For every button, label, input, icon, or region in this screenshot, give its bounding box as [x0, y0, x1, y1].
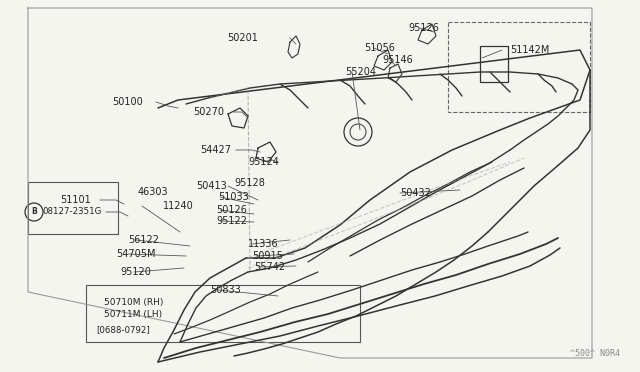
- Text: 50270: 50270: [193, 107, 224, 117]
- Text: 51142M: 51142M: [510, 45, 549, 55]
- Text: 11240: 11240: [163, 201, 194, 211]
- Text: 50126: 50126: [216, 205, 247, 215]
- Text: [0688-0792]: [0688-0792]: [96, 326, 150, 334]
- Text: 51056: 51056: [364, 43, 395, 53]
- Text: 54705M: 54705M: [116, 249, 156, 259]
- Text: 55204: 55204: [345, 67, 376, 77]
- Text: 95124: 95124: [248, 157, 279, 167]
- Text: B: B: [31, 208, 37, 217]
- Bar: [448, 22, 590, 112]
- Text: 55742: 55742: [254, 262, 285, 272]
- Text: 46303: 46303: [138, 187, 168, 197]
- Text: 95146: 95146: [382, 55, 413, 65]
- Text: 95122: 95122: [216, 216, 247, 226]
- Text: 95120: 95120: [120, 267, 151, 277]
- Bar: [86, 285, 360, 342]
- Text: 50710M (RH): 50710M (RH): [104, 298, 163, 308]
- Text: 50432: 50432: [400, 188, 431, 198]
- Text: 50915: 50915: [252, 251, 283, 261]
- Text: 51101: 51101: [60, 195, 91, 205]
- Text: 95128: 95128: [234, 178, 265, 188]
- Text: 56122: 56122: [128, 235, 159, 245]
- Bar: [28, 182, 118, 234]
- Text: 50201: 50201: [227, 33, 258, 43]
- Text: 95126: 95126: [408, 23, 439, 33]
- Text: ^500^ N0R4: ^500^ N0R4: [570, 349, 620, 358]
- Text: 08127-2351G: 08127-2351G: [42, 208, 101, 217]
- Text: 50413: 50413: [196, 181, 227, 191]
- Text: 51033: 51033: [218, 192, 249, 202]
- Text: 50100: 50100: [112, 97, 143, 107]
- Text: 11336: 11336: [248, 239, 278, 249]
- Text: 54427: 54427: [200, 145, 231, 155]
- Text: 50833: 50833: [210, 285, 241, 295]
- Text: 50711M (LH): 50711M (LH): [104, 311, 162, 320]
